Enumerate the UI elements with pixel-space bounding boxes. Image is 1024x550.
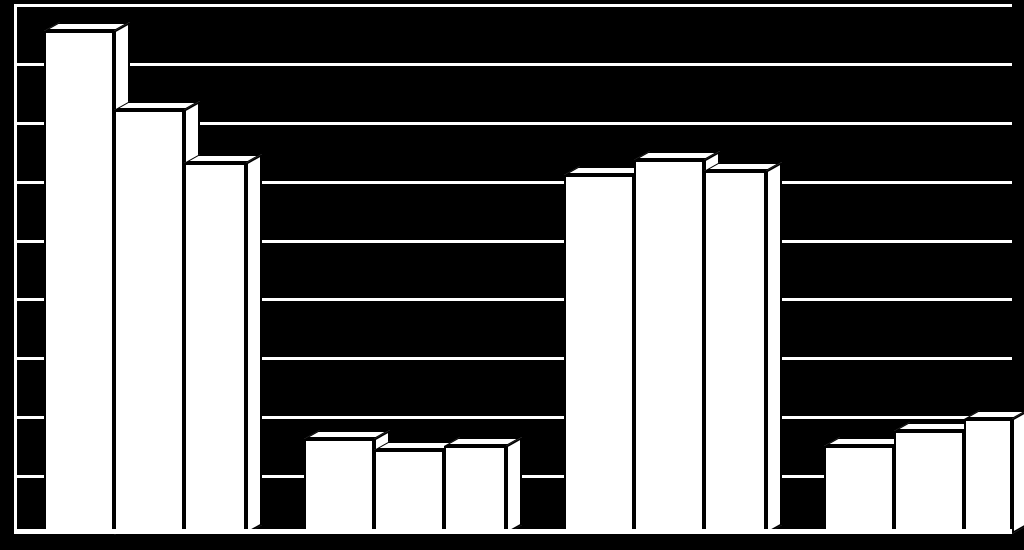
g2-bar-a — [304, 439, 374, 534]
g1-bar-c-front — [184, 163, 246, 534]
g1-bar-b-front — [114, 110, 184, 534]
plot-top-line — [14, 4, 1012, 7]
g4-bar-a-front — [824, 446, 894, 534]
g1-bar-a-top — [44, 22, 130, 31]
g1-bar-b — [114, 110, 184, 534]
g2-bar-c-side — [506, 437, 522, 534]
g2-bar-c-front — [444, 446, 506, 534]
g3-bar-b — [634, 160, 704, 534]
bar-chart — [0, 0, 1024, 550]
g3-bar-b-front — [634, 160, 704, 534]
g3-bar-a-front — [564, 175, 634, 534]
g1-bar-c — [184, 163, 246, 534]
g1-bar-a — [44, 31, 114, 535]
g4-bar-c-front — [964, 419, 1012, 534]
g4-bar-a — [824, 446, 894, 534]
g4-bar-b — [894, 431, 964, 534]
g2-bar-b — [374, 450, 444, 534]
g1-bar-a-front — [44, 31, 114, 535]
g4-bar-c-side — [1012, 410, 1024, 534]
g4-bar-b-front — [894, 431, 964, 534]
g3-bar-c — [704, 171, 766, 534]
g2-bar-c — [444, 446, 506, 534]
g1-bar-c-side — [246, 154, 262, 534]
gridline — [14, 63, 1012, 66]
g3-bar-c-side — [766, 162, 782, 534]
g4-bar-c — [964, 419, 1012, 534]
g3-bar-a — [564, 175, 634, 534]
g3-bar-c-front — [704, 171, 766, 534]
g2-bar-a-top — [304, 430, 390, 439]
y-axis — [14, 4, 17, 534]
g2-bar-b-front — [374, 450, 444, 534]
plot-area — [14, 4, 1012, 534]
x-axis-baseline — [14, 529, 1012, 534]
g2-bar-a-front — [304, 439, 374, 534]
